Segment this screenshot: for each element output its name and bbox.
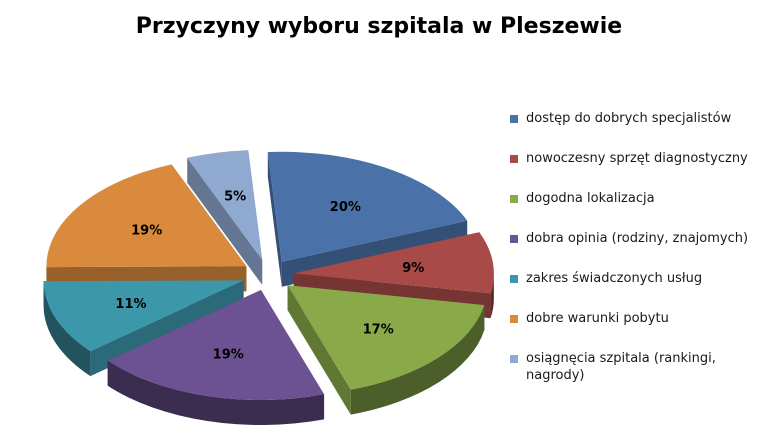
slice-percent-label: 20% <box>330 200 361 215</box>
slice-percent-label: 19% <box>213 348 244 363</box>
legend-label: dobre warunki pobytu <box>526 311 669 326</box>
slice-percent-label: 17% <box>363 323 394 338</box>
chart-title: Przyczyny wyboru szpitala w Pleszewie <box>135 14 623 39</box>
legend-swatch <box>510 195 518 203</box>
slice-percent-label: 5% <box>224 189 246 204</box>
pie-slice <box>287 285 485 415</box>
chart-legend: dostęp do dobrych specjalistów nowoczesny… <box>510 110 750 407</box>
pie-slice <box>187 150 263 285</box>
legend-swatch <box>510 275 518 283</box>
legend-swatch <box>510 115 518 123</box>
legend-label: zakres świadczonych usług <box>526 271 703 286</box>
legend-item: dostęp do dobrych specjalistów <box>510 110 750 127</box>
legend-swatch <box>510 315 518 323</box>
legend-swatch <box>510 235 518 243</box>
legend-item: dogodna lokalizacja <box>510 190 750 207</box>
legend-swatch <box>510 355 518 363</box>
legend-label: nowoczesny sprzęt diagnostyczny <box>526 151 748 166</box>
legend-label: osiągnęcia szpitala (rankingi, nagrody) <box>526 351 716 383</box>
legend-item: zakres świadczonych usług <box>510 270 750 287</box>
legend-label: dobra opinia (rodziny, znajomych) <box>526 231 749 246</box>
legend-label: dogodna lokalizacja <box>526 191 655 206</box>
pie-slice <box>107 290 325 426</box>
legend-item: dobre warunki pobytu <box>510 310 750 327</box>
slice-percent-label: 9% <box>402 261 424 276</box>
slice-percent-label: 11% <box>115 297 146 312</box>
slice-percent-label: 19% <box>131 224 162 239</box>
legend-item: dobra opinia (rodziny, znajomych) <box>510 230 750 247</box>
legend-item: osiągnęcia szpitala (rankingi, nagrody) <box>510 350 750 384</box>
legend-swatch <box>510 155 518 163</box>
legend-label: dostęp do dobrych specjalistów <box>526 111 732 126</box>
legend-item: nowoczesny sprzęt diagnostyczny <box>510 150 750 167</box>
